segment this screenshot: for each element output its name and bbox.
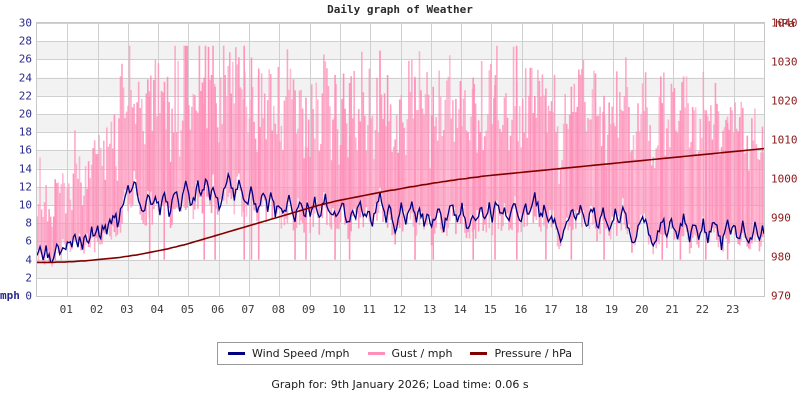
y-axis-left-unit: mph [0, 289, 20, 302]
y-axis-left-tick: 10 [18, 198, 32, 212]
x-axis-tick: 07 [241, 303, 255, 316]
chart-canvas [37, 23, 764, 296]
y-axis-left-tick: 2 [25, 271, 32, 285]
y-axis-left-tick: 16 [18, 143, 32, 157]
y-axis-left-tick: 24 [18, 71, 32, 85]
y-axis-right-tick: 970 [771, 289, 791, 303]
legend-item[interactable]: Pressure / hPa [470, 347, 572, 360]
plot-area [36, 22, 765, 297]
footer-caption: Graph for: 9th January 2026; Load time: … [271, 378, 529, 391]
y-axis-right-tick: 1010 [771, 133, 798, 147]
x-axis-tick: 13 [423, 303, 437, 316]
chart-legend: Wind Speed /mph Gust / mph Pressure / hPa [217, 342, 583, 365]
y-axis-left-tick: 30 [18, 16, 32, 30]
series-gust [37, 45, 764, 267]
series-wind-speed [37, 171, 764, 264]
y-axis-right-tick: 1030 [771, 55, 798, 69]
legend-color-swatch [470, 352, 488, 355]
x-axis-tick: 02 [89, 303, 104, 316]
legend-label: Gust / mph [391, 347, 453, 360]
y-axis-left-tick: 6 [25, 234, 32, 248]
legend-label: Wind Speed /mph [252, 347, 350, 360]
x-axis-tick: 10 [332, 303, 346, 316]
y-axis-left-tick: 0 [25, 289, 32, 303]
x-axis: 01 02 03 04 05 06 07 08 09 10 11 12 13 14 15 16 17 18 19 20… [36, 300, 765, 320]
y-axis-right-tick: 1020 [771, 94, 798, 108]
legend-color-swatch [228, 352, 246, 355]
legend-item[interactable]: Gust / mph [367, 347, 453, 360]
y-axis-left-tick: 26 [18, 52, 32, 66]
x-axis-tick: 01 [59, 303, 73, 316]
legend-label: Pressure / hPa [494, 347, 572, 360]
y-axis-left: 0 2 4 6 8 10 12 14 16 18 20 22 24 26 28 30 [0, 17, 32, 303]
y-axis-right: 970 980 990 1000 1010 1020 1030 1040 [771, 17, 800, 303]
y-axis-left-tick: 18 [18, 125, 32, 139]
x-axis-tick: 23 [726, 303, 740, 316]
x-axis-tick: 06 [211, 303, 225, 316]
y-axis-left-tick: 4 [25, 253, 32, 267]
x-axis-tick: 16 [514, 303, 528, 316]
x-axis-tick: 15 [483, 303, 497, 316]
y-axis-left-tick: 22 [18, 89, 32, 103]
legend-item[interactable]: Wind Speed /mph [228, 347, 350, 360]
series-pressure [37, 147, 764, 264]
y-axis-right-tick: 990 [771, 211, 791, 225]
x-axis-tick: 19 [604, 303, 619, 316]
x-axis-tick: 18 [574, 303, 588, 316]
x-axis-tick: 20 [635, 303, 649, 316]
y-axis-left-tick: 14 [18, 162, 32, 176]
x-axis-tick: 11 [362, 303, 376, 316]
x-axis-tick: 22 [695, 303, 710, 316]
x-axis-tick: 21 [665, 303, 679, 316]
x-axis-tick: 05 [180, 303, 195, 316]
x-axis-tick: 09 [302, 303, 316, 316]
y-axis-left-tick: 20 [18, 107, 32, 121]
legend-color-swatch [367, 352, 385, 355]
page-title: Daily graph of Weather [327, 3, 473, 16]
x-axis-tick: 04 [150, 303, 164, 316]
y-axis-right-tick: 1000 [771, 172, 798, 186]
y-axis-right-tick: 1040 [771, 16, 798, 30]
y-axis-left-tick: 28 [18, 34, 32, 48]
y-axis-left-tick: 8 [25, 216, 32, 230]
x-axis-tick: 14 [453, 303, 467, 316]
x-axis-tick: 03 [120, 303, 134, 316]
y-axis-right-unit: hPa [775, 17, 795, 30]
x-axis-tick: 17 [544, 303, 558, 316]
y-axis-right-tick: 980 [771, 250, 791, 264]
y-axis-left-tick: 12 [18, 180, 32, 194]
x-axis-tick: 08 [271, 303, 285, 316]
x-axis-tick: 12 [392, 303, 407, 316]
